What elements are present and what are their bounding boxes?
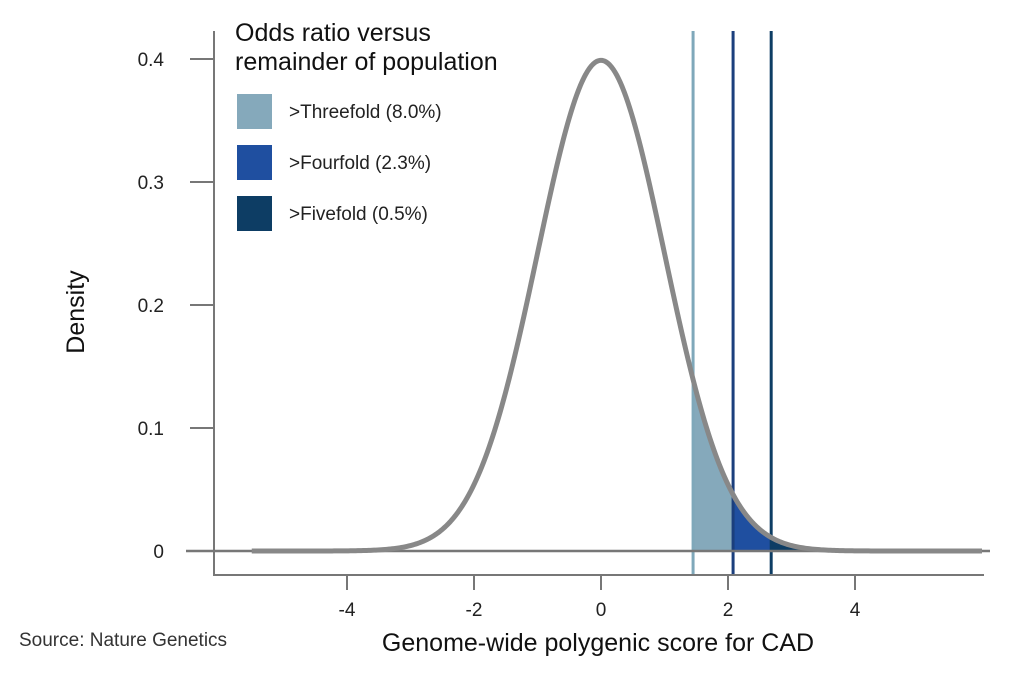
legend-label-threefold: >Threefold (8.0%) [289,102,442,123]
legend-title-line-2: remainder of population [235,48,498,76]
legend-label-fivefold: >Fivefold (0.5%) [289,204,428,225]
x-tick-label: 4 [850,600,861,621]
y-tick-label: 0.1 [138,419,164,440]
source-note: Source: Nature Genetics [19,630,227,651]
legend-swatch-fivefold [237,196,272,231]
legend-swatch-fourfold [237,145,272,180]
density-curve [251,57,983,554]
y-axis-title: Density [62,270,90,354]
y-tick-label: 0.3 [138,173,164,194]
x-axis-title: Genome-wide polygenic score for CAD [382,629,814,657]
legend-title-line-1: Odds ratio versus [235,19,431,47]
x-tick-label: 2 [723,600,734,621]
x-tick-label: 0 [596,600,607,621]
threshold-lines [691,31,773,575]
legend: Odds ratio versus remainder of populatio… [235,19,498,231]
y-tick-label: 0.2 [138,296,164,317]
legend-swatch-threefold [237,94,272,129]
y-tick-label: 0 [153,542,164,563]
x-tick-label: -2 [466,600,483,621]
y-tick-label: 0.4 [138,50,165,71]
legend-label-fourfold: >Fourfold (2.3%) [289,153,431,174]
x-axis-ticks: -4 -2 0 2 4 [339,575,861,621]
y-axis-ticks: 0 0.1 0.2 0.3 0.4 [138,50,214,563]
x-tick-label: -4 [339,600,356,621]
